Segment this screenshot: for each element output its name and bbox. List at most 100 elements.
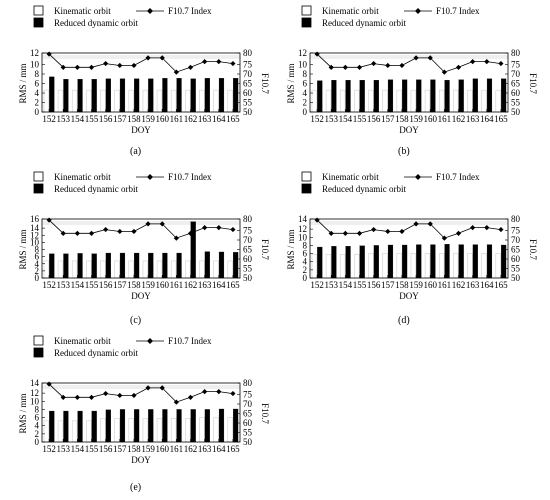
x-tick-label: 158	[395, 114, 409, 124]
bar-reduced	[416, 244, 422, 279]
legend-swatch-reduced	[33, 347, 44, 358]
f107-point	[385, 62, 391, 69]
x-tick-label: 155	[353, 280, 367, 290]
bar-kinematic	[57, 89, 64, 113]
x-tick-label: 155	[85, 114, 99, 124]
bar-reduced	[486, 78, 493, 113]
bar-kinematic	[71, 420, 78, 443]
legend-label-kinematic: Kinematic orbit	[54, 336, 111, 346]
bar-kinematic	[438, 253, 445, 279]
plot-top-band	[310, 55, 508, 59]
bar-kinematic	[311, 89, 318, 113]
f107-point	[455, 230, 462, 236]
legend-label-f107: F10.7 Index	[168, 172, 212, 182]
bar-reduced	[331, 80, 337, 113]
bar-reduced	[176, 409, 182, 443]
bar-reduced	[134, 409, 140, 443]
f107-point	[103, 60, 109, 67]
y2-axis-title: F10.7	[528, 239, 538, 260]
y2-tick-label: 75	[243, 60, 253, 70]
bar-kinematic	[495, 253, 501, 279]
bar-kinematic	[43, 89, 50, 113]
bar-reduced	[63, 79, 69, 113]
f107-point	[230, 226, 236, 233]
y2-tick-label: 65	[243, 79, 253, 89]
plot-top-band	[42, 221, 240, 225]
y-tick-label: 4	[303, 88, 308, 98]
bar-reduced	[49, 253, 55, 279]
legend-label-kinematic: Kinematic orbit	[54, 172, 111, 182]
y2-tick-label: 50	[511, 273, 521, 283]
f107-point	[216, 225, 222, 231]
bar-kinematic	[128, 260, 134, 279]
bar-kinematic	[71, 260, 78, 279]
x-tick-label: 162	[184, 280, 198, 290]
y2-tick-label: 70	[243, 399, 253, 409]
y2-tick-label: 50	[511, 107, 521, 117]
legend-swatch-reduced	[33, 183, 44, 194]
x-tick-label: 165	[226, 114, 240, 124]
f107-point	[74, 394, 80, 400]
bar-kinematic	[128, 89, 134, 113]
bar-kinematic	[396, 89, 402, 113]
f107-point	[88, 64, 95, 70]
f107-point	[399, 62, 405, 69]
y2-tick-label: 55	[243, 98, 253, 108]
f107-point	[216, 59, 222, 65]
bar-reduced	[148, 78, 154, 113]
x-tick-label: 159	[409, 280, 423, 290]
bar-reduced	[458, 244, 464, 279]
chart-svg: Kinematic orbit Reduced dynamic orbit F10.…	[18, 171, 270, 301]
plot-frame	[41, 218, 241, 279]
bar-reduced	[458, 79, 464, 113]
f107-point	[202, 59, 208, 65]
x-tick-label: 159	[409, 114, 423, 124]
y-tick-label: 6	[303, 249, 308, 259]
f107-point	[173, 235, 179, 241]
x-axis-title: DOY	[131, 125, 151, 135]
bar-kinematic	[382, 253, 388, 279]
bar-kinematic	[199, 89, 205, 113]
y-tick-label: 14	[30, 223, 40, 233]
y-tick-label: 0	[35, 437, 40, 447]
panel-label-d: (d)	[398, 315, 410, 326]
f107-point	[484, 59, 490, 65]
y-tick-label: 12	[298, 48, 307, 58]
y2-tick-label: 55	[243, 264, 253, 274]
x-tick-label: 152	[310, 114, 324, 124]
bar-reduced	[204, 78, 210, 113]
y-tick-label: 0	[35, 273, 40, 283]
y2-tick-label: 80	[511, 214, 521, 224]
plot-frame	[309, 218, 509, 279]
legend-swatch-kinematic	[301, 171, 312, 182]
bar-reduced	[345, 246, 351, 279]
bar-kinematic	[481, 253, 487, 279]
bar-kinematic	[213, 89, 219, 113]
bar-reduced	[63, 253, 69, 279]
legend-swatch-reduced	[33, 17, 44, 28]
y-tick-label: 4	[303, 257, 308, 267]
x-tick-label: 153	[324, 114, 338, 124]
chart-svg: Kinematic orbit Reduced dynamic orbit F10.…	[18, 335, 270, 465]
f107-point	[371, 226, 377, 233]
y-tick-label: 4	[35, 88, 40, 98]
x-axis-title: DOY	[131, 291, 151, 301]
y-tick-label: 8	[35, 404, 40, 414]
bar-kinematic	[170, 89, 177, 113]
bar-reduced	[444, 80, 450, 113]
x-tick-label: 164	[480, 280, 494, 290]
bar-kinematic	[368, 253, 374, 279]
bar-reduced	[105, 409, 111, 443]
x-tick-label: 162	[184, 114, 198, 124]
y-tick-label: 6	[35, 413, 40, 423]
f107-point	[371, 60, 377, 67]
bar-reduced	[430, 79, 436, 113]
y-tick-label: 10	[30, 60, 40, 70]
legend: Kinematic orbit Reduced dynamic orbit F10.…	[301, 5, 480, 28]
y-tick-label: 2	[35, 266, 40, 276]
panel-label-e: (e)	[130, 482, 142, 493]
bar-kinematic	[142, 418, 149, 443]
bar-kinematic	[57, 260, 64, 279]
legend-marker-f107	[415, 8, 421, 14]
y2-tick-label: 65	[243, 245, 253, 255]
